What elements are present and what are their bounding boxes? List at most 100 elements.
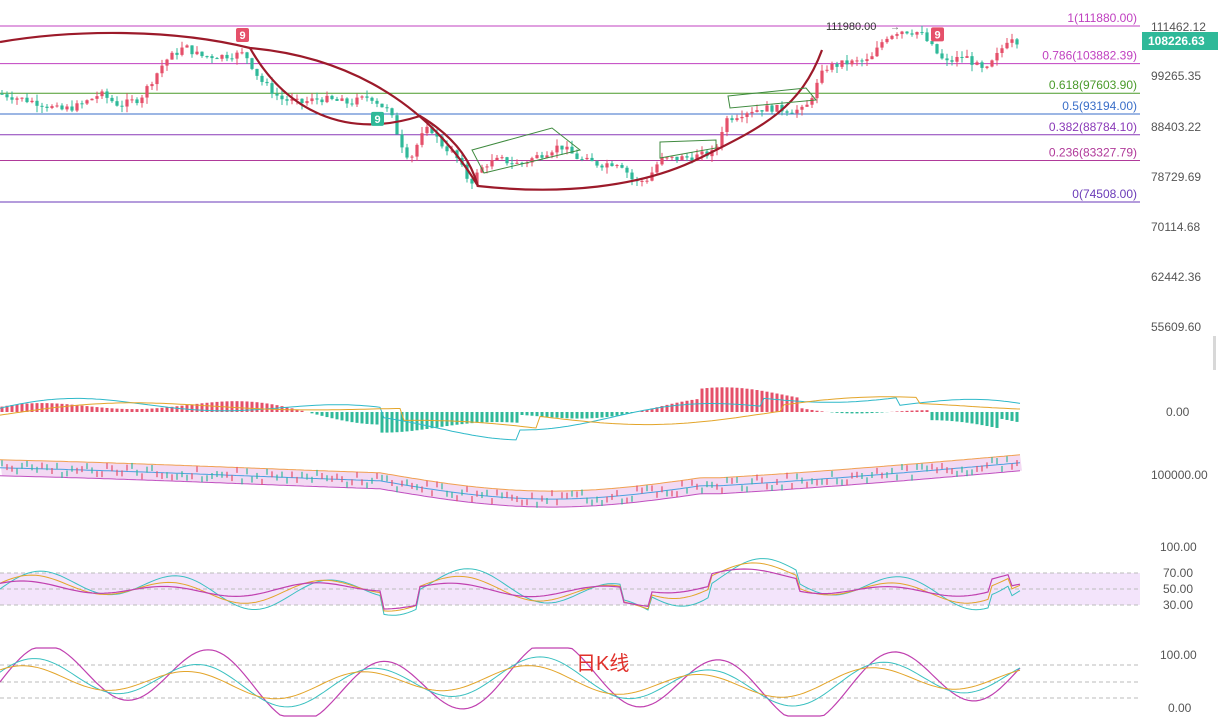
scroll-handle[interactable] xyxy=(1213,336,1216,370)
candle xyxy=(140,94,144,108)
macd-bar xyxy=(355,412,359,423)
candle xyxy=(245,51,249,65)
candle xyxy=(1005,38,1009,50)
candle xyxy=(85,99,89,106)
candle xyxy=(505,156,509,166)
price-tick-1: 99265.35 xyxy=(1151,69,1201,83)
candle xyxy=(585,153,589,161)
macd-bar xyxy=(190,404,194,412)
macd-bar xyxy=(150,408,154,412)
candle xyxy=(510,156,514,170)
candle xyxy=(905,31,909,35)
macd-bar xyxy=(615,412,619,416)
candle xyxy=(500,154,504,160)
macd-bar xyxy=(705,388,709,412)
candle xyxy=(525,160,529,168)
candle xyxy=(925,28,929,43)
annotation-daily-k: 日K线 xyxy=(576,652,629,675)
macd-bar xyxy=(85,406,89,412)
candle xyxy=(105,88,109,104)
macd-dea-line xyxy=(0,396,1021,429)
macd-bar xyxy=(575,412,579,419)
macd-bar xyxy=(45,403,49,412)
macd-bar xyxy=(350,412,354,423)
candle xyxy=(960,51,964,63)
candle xyxy=(65,104,69,112)
macd-bar xyxy=(545,412,549,417)
macd-bar xyxy=(925,410,929,412)
lower-arc xyxy=(249,47,824,191)
candle xyxy=(680,154,684,161)
macd-bar xyxy=(265,403,269,412)
candle xyxy=(40,102,44,114)
macd-bar xyxy=(30,403,34,412)
macd-bar xyxy=(415,412,419,431)
macd-bar xyxy=(835,412,839,413)
candle xyxy=(10,91,14,104)
candle xyxy=(100,89,104,100)
macd-bar xyxy=(145,408,149,412)
macd-bar xyxy=(580,412,584,419)
candle xyxy=(760,110,764,117)
macd-bar xyxy=(1005,412,1009,420)
candle xyxy=(640,179,644,187)
macd-bar xyxy=(740,388,744,412)
boll-band-fill xyxy=(0,454,1022,508)
candle xyxy=(180,41,184,57)
candle xyxy=(800,104,804,116)
macd-bar xyxy=(715,387,719,412)
channel-3 xyxy=(727,87,817,109)
macd-bar xyxy=(520,412,524,415)
macd-bar xyxy=(745,388,749,412)
high-label: 111980.00 xyxy=(826,21,876,33)
macd-bar xyxy=(110,408,114,412)
macd-bar xyxy=(240,401,244,412)
macd-bar xyxy=(780,394,784,412)
macd-bar xyxy=(535,412,539,417)
macd-bar xyxy=(200,403,204,412)
candle xyxy=(255,68,259,80)
macd-bar xyxy=(480,412,484,423)
candle xyxy=(900,30,904,39)
td-marker-2: 9 xyxy=(931,27,944,42)
macd-bar xyxy=(215,401,219,412)
macd-bar xyxy=(585,412,589,419)
candle xyxy=(395,112,399,135)
macd-bar xyxy=(785,395,789,412)
macd-bar xyxy=(725,387,729,412)
candle xyxy=(1015,37,1019,49)
macd-bar xyxy=(650,408,654,412)
candle xyxy=(325,91,329,104)
macd-bar xyxy=(495,412,499,423)
macd-bar xyxy=(455,412,459,425)
macd-bar xyxy=(870,412,874,414)
candle xyxy=(920,25,924,36)
candle xyxy=(630,169,634,186)
macd-bar xyxy=(1015,412,1019,422)
candle xyxy=(795,105,799,118)
candle xyxy=(735,114,739,122)
candle xyxy=(835,61,839,73)
candle xyxy=(110,94,114,103)
candle xyxy=(595,160,599,168)
candle xyxy=(95,91,99,104)
macd-bar xyxy=(995,412,999,428)
candle xyxy=(0,90,4,96)
macd-bar xyxy=(125,409,129,412)
macd-bar xyxy=(60,403,64,412)
candle xyxy=(650,166,654,182)
candle xyxy=(955,50,959,67)
kdj-label-100: 100.00 xyxy=(1160,648,1197,662)
kdj-k-line xyxy=(0,656,1021,708)
macd-bar xyxy=(440,412,444,427)
macd-bar xyxy=(120,408,124,412)
macd-bar xyxy=(340,412,344,421)
candle xyxy=(195,46,199,56)
boll-upper xyxy=(0,454,1021,492)
candle xyxy=(660,152,664,166)
macd-bar xyxy=(970,412,974,424)
macd-bar xyxy=(790,396,794,412)
price-tick-5: 62442.36 xyxy=(1151,270,1201,284)
macd-bar xyxy=(845,412,849,414)
fib-levels: 1(111880.00) 0.786(103882.39) 0.618(97603.… xyxy=(0,11,1140,203)
